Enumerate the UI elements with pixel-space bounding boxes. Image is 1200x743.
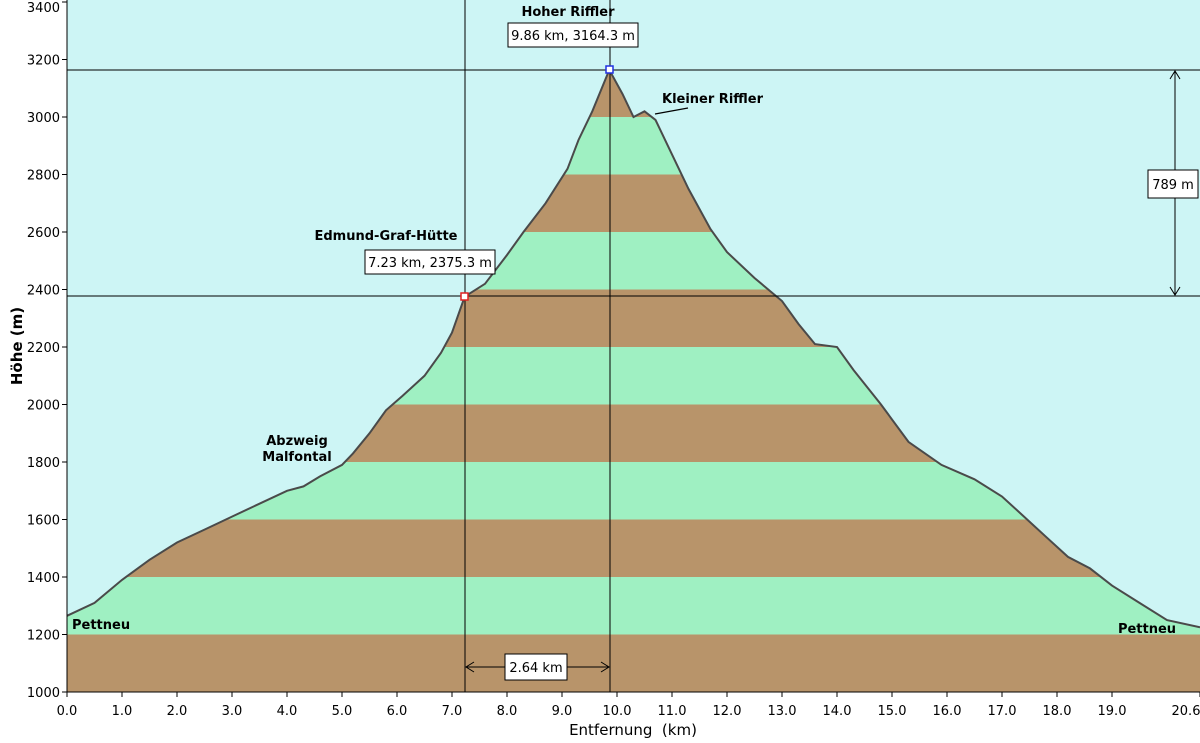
x-tick-label: 12.0: [713, 704, 742, 719]
annotation-kleiner-riffler-leader: [654, 107, 689, 115]
x-tick-label: 20.6: [1172, 704, 1200, 719]
y-tick-label: 2600: [27, 226, 60, 241]
y-tick-label: 3400: [27, 1, 60, 16]
y-tick-label: 1400: [27, 571, 60, 586]
x-tick-label: 10.0: [603, 704, 632, 719]
x-axis: 0.0 1.0 2.0 3.0 4.0 5.0 6.0 7.0 8.0 9.0 10.0 11.0 12…: [57, 691, 1200, 719]
elevation-band: [67, 577, 1200, 635]
annotation-malfontal: Malfontal: [262, 450, 331, 465]
x-axis-title: Entfernung (km): [569, 721, 697, 739]
elevation-band: [67, 634, 1200, 692]
summit-coordinate-label: 9.86 km, 3164.3 m: [511, 29, 635, 44]
annotation-abzweig: Abzweig: [266, 434, 328, 449]
annotation-hoher-riffler: Hoher Riffler: [521, 5, 615, 20]
annotation-pettneu-end: Pettneu: [1118, 622, 1176, 637]
y-tick-label: 2400: [27, 284, 60, 299]
y-tick-label: 2200: [27, 341, 60, 356]
annotation-pettneu-start: Pettneu: [72, 618, 130, 633]
x-tick-label: 6.0: [387, 704, 408, 719]
x-tick-label: 18.0: [1043, 704, 1072, 719]
y-tick-label: 1800: [27, 456, 60, 471]
x-tick-label: 15.0: [878, 704, 907, 719]
hut-marker: [460, 292, 469, 301]
height-difference-label: 789 m: [1152, 178, 1194, 193]
distance-label: 2.64 km: [509, 661, 562, 676]
x-tick-label: 4.0: [277, 704, 298, 719]
y-tick-label: 2800: [27, 169, 60, 184]
elevation-band: [67, 519, 1200, 577]
y-tick-label: 1000: [27, 686, 60, 701]
x-tick-label: 1.0: [112, 704, 133, 719]
x-tick-label: 9.0: [552, 704, 573, 719]
y-tick-label: 1200: [27, 629, 60, 644]
y-axis: 1000 1200 1400 1600 1800 2000 2200 2400 2600 2800…: [27, 0, 68, 701]
x-tick-label: 16.0: [933, 704, 962, 719]
x-tick-label: 2.0: [167, 704, 188, 719]
x-tick-label: 11.0: [658, 704, 687, 719]
x-tick-label: 17.0: [988, 704, 1017, 719]
x-tick-label: 8.0: [497, 704, 518, 719]
height-difference-dimension: 789 m: [1147, 70, 1199, 296]
hut-coordinate-label: 7.23 km, 2375.3 m: [368, 256, 492, 271]
annotation-kleiner-riffler: Kleiner Riffler: [662, 92, 764, 107]
distance-dimension: 2.64 km: [465, 653, 610, 681]
x-tick-label: 7.0: [442, 704, 463, 719]
x-tick-label: 13.0: [768, 704, 797, 719]
x-tick-label: 14.0: [823, 704, 852, 719]
y-tick-label: 1600: [27, 514, 60, 529]
y-tick-label: 2000: [27, 399, 60, 414]
y-axis-title: Höhe (m): [8, 307, 26, 385]
x-tick-label: 5.0: [332, 704, 353, 719]
y-tick-label: 3000: [27, 111, 60, 126]
x-tick-label: 19.0: [1098, 704, 1127, 719]
y-tick-label: 3200: [27, 54, 60, 69]
x-tick-label: 0.0: [57, 704, 78, 719]
summit-marker: [605, 65, 614, 74]
annotation-edmund-graf-huette: Edmund-Graf-Hütte: [315, 229, 458, 244]
x-tick-label: 3.0: [222, 704, 243, 719]
